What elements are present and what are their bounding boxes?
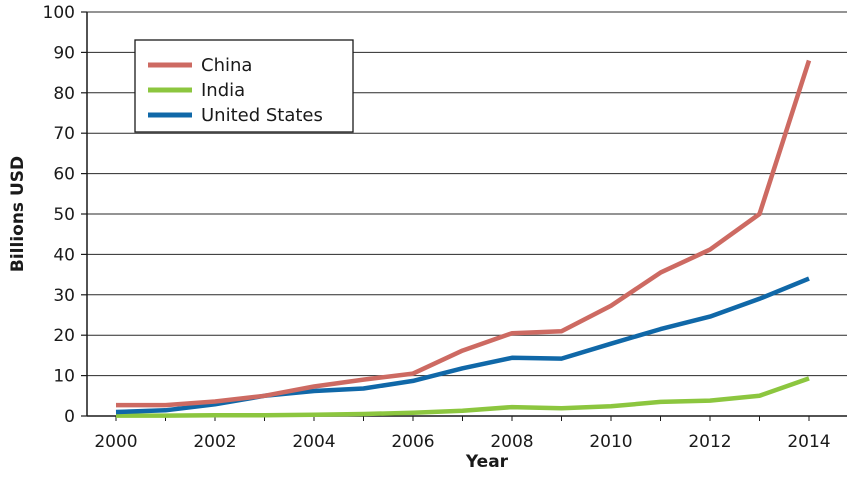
y-tick-label: 90 — [53, 43, 75, 63]
y-tick-label: 80 — [53, 84, 75, 104]
legend: China India United States — [134, 39, 354, 133]
x-tick-label: 2000 — [94, 432, 137, 452]
x-tick-label: 2010 — [589, 432, 632, 452]
x-tick-label: 2008 — [490, 432, 533, 452]
y-tick-label: 60 — [53, 165, 75, 185]
x-tick-label: 2012 — [688, 432, 731, 452]
series-line-india — [116, 376, 810, 418]
x-axis-title: Year — [465, 452, 509, 472]
y-tick-label: 20 — [53, 326, 75, 346]
axis-labels: 0 10 20 30 40 50 60 70 80 90 100 2000 2002 2004 2006 20… — [8, 3, 831, 472]
grid-lines — [87, 11, 847, 377]
y-tick-label: 50 — [53, 205, 75, 225]
legend-label-china: China — [201, 55, 252, 76]
x-tick-label: 2006 — [391, 432, 434, 452]
axes — [81, 11, 847, 421]
y-tick-label: 100 — [43, 3, 75, 23]
y-tick-label: 40 — [53, 245, 75, 265]
series-line-china — [116, 59, 812, 408]
legend-label-india: India — [201, 80, 245, 101]
x-tick-label: 2002 — [193, 432, 236, 452]
series-lines — [115, 59, 812, 418]
y-tick-label: 70 — [53, 124, 75, 144]
x-tick-label: 2014 — [787, 432, 830, 452]
y-tick-label: 0 — [64, 407, 75, 427]
legend-label-united-states: United States — [201, 105, 323, 126]
y-tick-label: 30 — [53, 286, 75, 306]
y-axis-title: Billions USD — [8, 156, 28, 272]
y-tick-label: 10 — [53, 367, 75, 387]
x-tick-label: 2004 — [292, 432, 335, 452]
series-line-united-states — [115, 276, 810, 415]
